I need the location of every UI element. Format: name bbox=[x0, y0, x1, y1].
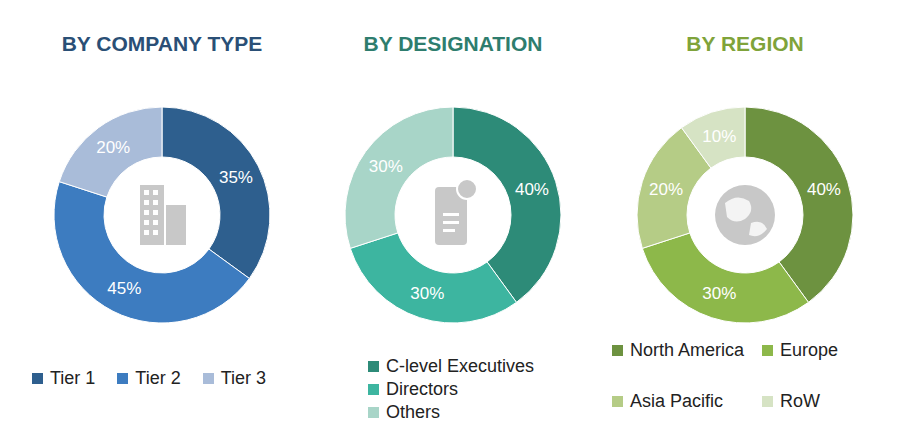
svg-text:30%: 30% bbox=[702, 284, 736, 303]
html-text:Tier 3: Tier 3 bbox=[220, 368, 266, 388]
html-text:BY COMPANY TYPE: BY COMPANY TYPE bbox=[61, 32, 263, 55]
html-text:Asia Pacific: Asia Pacific bbox=[630, 391, 723, 411]
svg-text:20%: 20% bbox=[649, 180, 683, 199]
svg-text:45%: 45% bbox=[107, 279, 141, 298]
svg-text:10%: 10% bbox=[702, 127, 736, 146]
html-text:Directors: Directors bbox=[386, 379, 458, 399]
html-text:BY DESIGNATION: BY DESIGNATION bbox=[363, 32, 543, 55]
svg-text:35%: 35% bbox=[219, 168, 253, 187]
html-text:RoW: RoW bbox=[780, 391, 820, 411]
html-text:Others: Others bbox=[386, 402, 440, 422]
svg-text:30%: 30% bbox=[369, 157, 403, 176]
html-text:Europe: Europe bbox=[780, 340, 838, 360]
html-text:Tier 1: Tier 1 bbox=[50, 368, 96, 388]
html-text:BY REGION: BY REGION bbox=[686, 32, 804, 55]
svg-text:20%: 20% bbox=[96, 138, 130, 157]
svg-text:40%: 40% bbox=[515, 180, 549, 199]
svg-text:40%: 40% bbox=[807, 180, 841, 199]
html-text:Tier 2: Tier 2 bbox=[135, 368, 181, 388]
html-text:North America: North America bbox=[630, 340, 744, 360]
html-text:C-level Executives: C-level Executives bbox=[386, 356, 535, 376]
svg-text:30%: 30% bbox=[410, 284, 444, 303]
